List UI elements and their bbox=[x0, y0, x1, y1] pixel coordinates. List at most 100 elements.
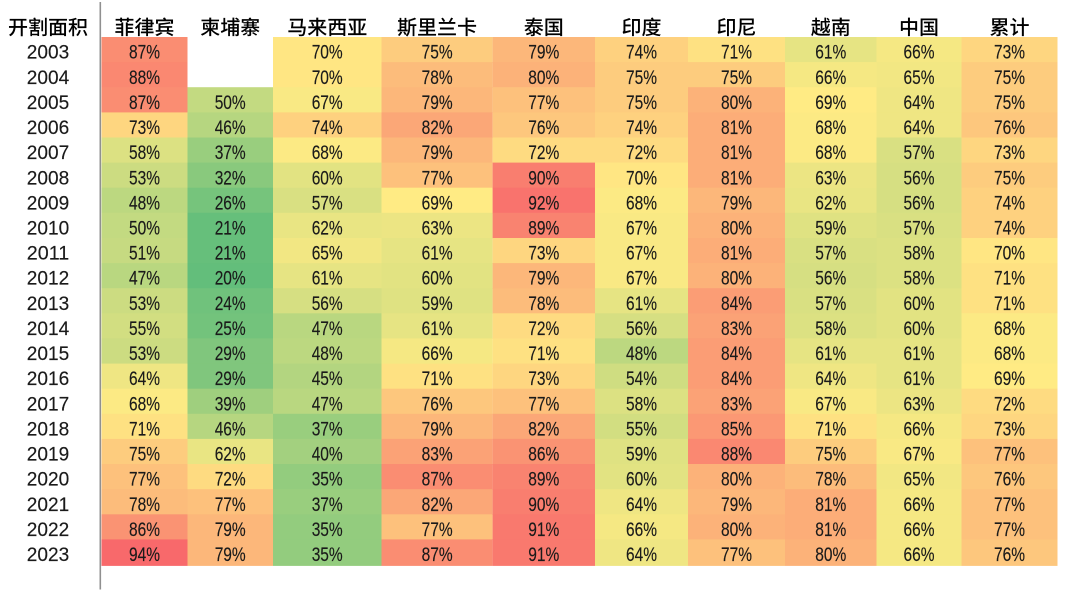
svg-text:61%: 61% bbox=[626, 293, 657, 315]
svg-text:46%: 46% bbox=[215, 419, 246, 441]
svg-text:57%: 57% bbox=[904, 218, 935, 240]
svg-text:71%: 71% bbox=[422, 368, 453, 390]
svg-text:35%: 35% bbox=[312, 469, 343, 491]
svg-text:74%: 74% bbox=[994, 218, 1025, 240]
svg-text:26%: 26% bbox=[215, 192, 246, 214]
svg-text:21%: 21% bbox=[215, 243, 246, 265]
svg-text:76%: 76% bbox=[994, 117, 1025, 139]
svg-text:56%: 56% bbox=[904, 167, 935, 189]
svg-text:64%: 64% bbox=[129, 368, 160, 390]
svg-text:61%: 61% bbox=[815, 343, 846, 365]
svg-text:71%: 71% bbox=[528, 343, 559, 365]
svg-text:71%: 71% bbox=[129, 419, 160, 441]
svg-text:39%: 39% bbox=[215, 393, 246, 415]
svg-text:87%: 87% bbox=[129, 92, 160, 114]
svg-text:58%: 58% bbox=[129, 142, 160, 164]
svg-text:47%: 47% bbox=[129, 268, 160, 290]
svg-text:53%: 53% bbox=[129, 293, 160, 315]
svg-text:67%: 67% bbox=[904, 444, 935, 466]
svg-text:60%: 60% bbox=[904, 293, 935, 315]
svg-text:21%: 21% bbox=[215, 218, 246, 240]
svg-text:56%: 56% bbox=[312, 293, 343, 315]
svg-text:48%: 48% bbox=[312, 343, 343, 365]
svg-text:57%: 57% bbox=[815, 293, 846, 315]
svg-text:74%: 74% bbox=[994, 192, 1025, 214]
svg-text:37%: 37% bbox=[312, 494, 343, 516]
svg-text:29%: 29% bbox=[215, 368, 246, 390]
svg-text:66%: 66% bbox=[815, 67, 846, 89]
svg-text:2011: 2011 bbox=[27, 243, 69, 265]
svg-text:65%: 65% bbox=[312, 243, 343, 265]
svg-text:68%: 68% bbox=[815, 142, 846, 164]
svg-text:2015: 2015 bbox=[27, 343, 69, 365]
svg-text:86%: 86% bbox=[129, 519, 160, 541]
svg-text:68%: 68% bbox=[994, 318, 1025, 340]
svg-text:67%: 67% bbox=[626, 218, 657, 240]
svg-text:2012: 2012 bbox=[27, 268, 69, 290]
svg-text:73%: 73% bbox=[129, 117, 160, 139]
svg-text:69%: 69% bbox=[815, 92, 846, 114]
svg-text:79%: 79% bbox=[721, 494, 752, 516]
svg-text:50%: 50% bbox=[215, 92, 246, 114]
svg-text:59%: 59% bbox=[422, 293, 453, 315]
svg-text:50%: 50% bbox=[129, 218, 160, 240]
svg-text:77%: 77% bbox=[422, 519, 453, 541]
svg-text:73%: 73% bbox=[528, 368, 559, 390]
svg-text:48%: 48% bbox=[129, 192, 160, 214]
svg-text:61%: 61% bbox=[422, 243, 453, 265]
svg-text:66%: 66% bbox=[904, 519, 935, 541]
svg-text:64%: 64% bbox=[626, 544, 657, 566]
svg-text:2003: 2003 bbox=[27, 42, 69, 64]
svg-text:80%: 80% bbox=[721, 519, 752, 541]
svg-text:66%: 66% bbox=[904, 419, 935, 441]
svg-text:77%: 77% bbox=[215, 494, 246, 516]
svg-text:84%: 84% bbox=[721, 293, 752, 315]
svg-text:58%: 58% bbox=[904, 268, 935, 290]
svg-text:82%: 82% bbox=[528, 419, 559, 441]
svg-text:2022: 2022 bbox=[27, 519, 69, 541]
svg-text:77%: 77% bbox=[994, 444, 1025, 466]
svg-text:69%: 69% bbox=[422, 192, 453, 214]
svg-text:77%: 77% bbox=[994, 519, 1025, 541]
svg-text:86%: 86% bbox=[528, 444, 559, 466]
svg-text:47%: 47% bbox=[312, 393, 343, 415]
svg-text:75%: 75% bbox=[626, 92, 657, 114]
svg-text:72%: 72% bbox=[994, 393, 1025, 415]
svg-text:60%: 60% bbox=[626, 469, 657, 491]
svg-text:88%: 88% bbox=[721, 444, 752, 466]
svg-text:63%: 63% bbox=[904, 393, 935, 415]
svg-text:68%: 68% bbox=[994, 343, 1025, 365]
svg-text:94%: 94% bbox=[129, 544, 160, 566]
svg-text:87%: 87% bbox=[129, 42, 160, 64]
svg-text:64%: 64% bbox=[815, 368, 846, 390]
svg-text:90%: 90% bbox=[528, 167, 559, 189]
svg-text:79%: 79% bbox=[422, 92, 453, 114]
svg-text:79%: 79% bbox=[422, 419, 453, 441]
svg-text:66%: 66% bbox=[626, 519, 657, 541]
svg-text:68%: 68% bbox=[312, 142, 343, 164]
svg-text:69%: 69% bbox=[994, 368, 1025, 390]
svg-text:45%: 45% bbox=[312, 368, 343, 390]
svg-text:72%: 72% bbox=[528, 142, 559, 164]
svg-text:2018: 2018 bbox=[27, 419, 69, 441]
svg-text:47%: 47% bbox=[312, 318, 343, 340]
svg-text:61%: 61% bbox=[422, 318, 453, 340]
svg-text:78%: 78% bbox=[422, 67, 453, 89]
svg-text:2023: 2023 bbox=[27, 544, 69, 566]
svg-text:77%: 77% bbox=[528, 92, 559, 114]
svg-text:79%: 79% bbox=[721, 192, 752, 214]
svg-text:77%: 77% bbox=[129, 469, 160, 491]
svg-text:68%: 68% bbox=[626, 192, 657, 214]
svg-text:29%: 29% bbox=[215, 343, 246, 365]
svg-text:71%: 71% bbox=[721, 42, 752, 64]
svg-text:35%: 35% bbox=[312, 544, 343, 566]
svg-text:73%: 73% bbox=[994, 419, 1025, 441]
svg-text:81%: 81% bbox=[721, 243, 752, 265]
svg-text:79%: 79% bbox=[215, 544, 246, 566]
svg-text:67%: 67% bbox=[626, 268, 657, 290]
svg-text:72%: 72% bbox=[215, 469, 246, 491]
svg-text:58%: 58% bbox=[626, 393, 657, 415]
svg-text:20%: 20% bbox=[215, 268, 246, 290]
svg-text:68%: 68% bbox=[815, 117, 846, 139]
svg-text:46%: 46% bbox=[215, 117, 246, 139]
